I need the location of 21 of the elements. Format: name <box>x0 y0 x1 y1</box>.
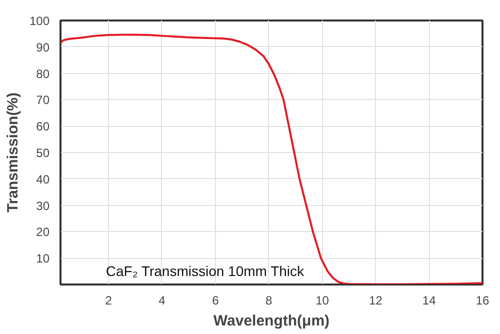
y-tick-label: 40 <box>36 172 50 186</box>
y-tick-label: 60 <box>36 120 50 134</box>
y-tick-label: 20 <box>36 225 50 240</box>
y-tick-label: 90 <box>36 40 50 54</box>
x-tick-label: 2 <box>105 294 112 308</box>
x-tick-label: 8 <box>265 294 272 308</box>
x-axis-title: Wavelength(μm) <box>213 312 330 330</box>
y-tick-label: 50 <box>36 146 50 160</box>
x-tick-label: 12 <box>368 294 383 308</box>
y-tick-label: 100 <box>29 14 50 28</box>
annotation: CaF₂ Transmission 10mm Thick <box>106 263 306 280</box>
y-tick-label: 10 <box>36 252 50 266</box>
x-tick-label: 16 <box>476 294 490 308</box>
y-tick-label: 80 <box>36 66 50 81</box>
y-tick-label: 30 <box>36 198 50 213</box>
x-tick-label: 14 <box>422 294 436 308</box>
y-tick-label: 70 <box>36 93 50 108</box>
x-tick-label: 4 <box>158 294 166 308</box>
x-tick-label: 10 <box>316 294 330 308</box>
y-axis-title: Transmission(%) <box>4 92 22 213</box>
x-tick-label: 6 <box>212 294 220 308</box>
